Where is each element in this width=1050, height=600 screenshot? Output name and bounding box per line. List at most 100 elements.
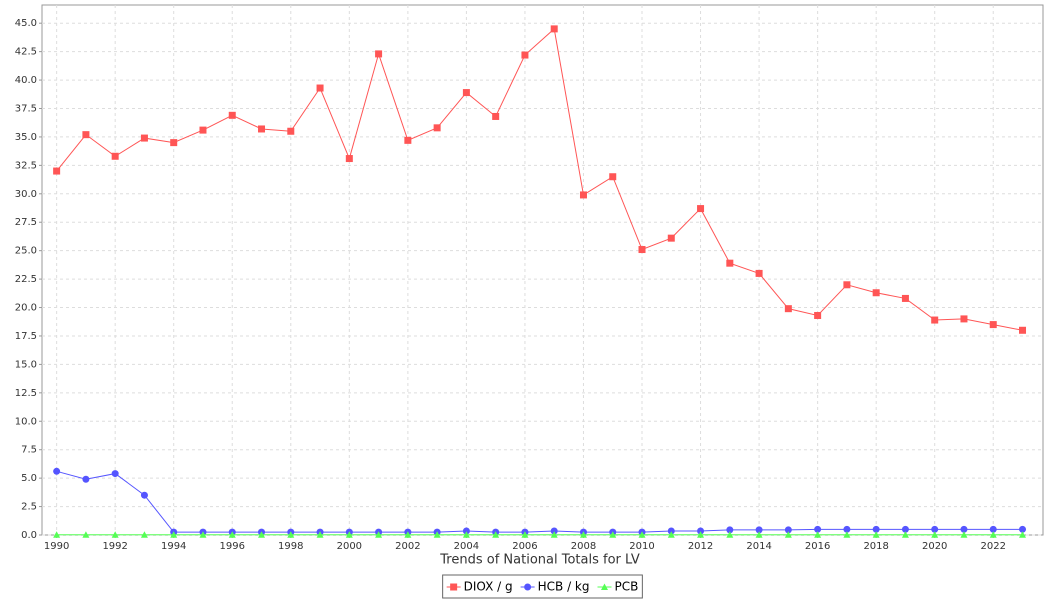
y-tick-label: 25.0: [15, 246, 37, 257]
series-line: [56, 470, 1023, 533]
marker: [843, 531, 851, 538]
x-tick-label: 2006: [512, 541, 537, 552]
x-tick-label: 2016: [805, 541, 830, 552]
marker: [931, 316, 939, 324]
x-tick-label: 2020: [922, 541, 947, 552]
marker: [462, 531, 470, 538]
marker: [638, 531, 646, 538]
marker: [462, 89, 470, 97]
x-tick-label: 1990: [44, 541, 69, 552]
y-tick-label: 2.5: [21, 502, 37, 513]
marker: [53, 467, 61, 475]
marker: [755, 269, 763, 277]
marker: [726, 259, 734, 267]
y-tick-label: 30.0: [15, 189, 37, 200]
y-tick-label: 12.5: [15, 388, 37, 399]
marker: [140, 491, 148, 499]
marker: [814, 525, 822, 533]
marker: [140, 134, 148, 142]
marker: [1019, 326, 1027, 334]
marker: [82, 131, 90, 139]
marker: [579, 191, 587, 199]
marker: [989, 531, 997, 538]
marker: [228, 531, 236, 538]
marker: [784, 305, 792, 313]
y-tick-label: 32.5: [15, 160, 37, 171]
marker: [287, 531, 295, 538]
marker: [667, 527, 675, 535]
marker: [433, 124, 441, 132]
marker: [872, 525, 880, 533]
marker: [53, 531, 61, 538]
marker: [931, 525, 939, 533]
y-tick-label: 5.0: [21, 473, 37, 484]
y-tick-label: 37.5: [15, 103, 37, 114]
y-tick-label: 22.5: [15, 274, 37, 285]
marker: [872, 289, 880, 297]
legend-label: HCB / kg: [538, 580, 590, 594]
y-tick-label: 40.0: [15, 75, 37, 86]
marker: [550, 527, 558, 535]
marker: [404, 136, 412, 144]
marker: [199, 126, 207, 134]
marker: [258, 125, 266, 133]
marker: [345, 155, 353, 163]
marker: [600, 583, 608, 590]
marker: [345, 531, 353, 538]
marker: [492, 531, 500, 538]
marker: [726, 531, 734, 538]
marker: [82, 475, 90, 483]
marker: [492, 112, 500, 120]
x-tick-label: 2014: [746, 541, 771, 552]
x-tick-label: 2002: [395, 541, 420, 552]
marker: [111, 531, 119, 538]
marker: [989, 321, 997, 329]
marker: [53, 167, 61, 175]
y-tick-label: 7.5: [21, 445, 37, 456]
series-line: [56, 27, 1023, 331]
marker: [199, 531, 207, 538]
marker: [287, 127, 295, 135]
marker: [872, 531, 880, 538]
marker: [170, 531, 178, 538]
x-tick-label: 1996: [220, 541, 245, 552]
marker: [960, 531, 968, 538]
marker: [697, 527, 705, 535]
marker: [316, 531, 324, 538]
marker: [609, 531, 617, 538]
marker: [450, 583, 458, 591]
marker: [170, 139, 178, 147]
marker: [755, 531, 763, 538]
marker: [524, 583, 532, 591]
marker: [375, 531, 383, 538]
y-tick-label: 17.5: [15, 331, 37, 342]
marker: [843, 281, 851, 289]
marker: [111, 470, 119, 478]
marker: [609, 173, 617, 181]
y-tick-label: 10.0: [15, 416, 37, 427]
y-tick-label: 42.5: [15, 47, 37, 58]
marker: [697, 531, 705, 538]
marker: [901, 531, 909, 538]
marker: [901, 294, 909, 302]
marker: [404, 531, 412, 538]
marker: [784, 526, 792, 534]
x-tick-label: 2012: [688, 541, 713, 552]
marker: [521, 531, 529, 538]
marker: [843, 525, 851, 533]
marker: [814, 311, 822, 319]
marker: [667, 531, 675, 538]
x-axis-label: Trends of National Totals for LV: [439, 553, 640, 568]
x-tick-label: 1994: [161, 541, 186, 552]
marker: [375, 50, 383, 58]
y-tick-label: 20.0: [15, 303, 37, 314]
marker: [258, 531, 266, 538]
x-tick-label: 1998: [278, 541, 303, 552]
marker: [462, 527, 470, 535]
marker: [579, 531, 587, 538]
marker: [667, 234, 675, 242]
marker: [521, 51, 529, 59]
legend: [442, 574, 643, 599]
marker: [140, 531, 148, 538]
